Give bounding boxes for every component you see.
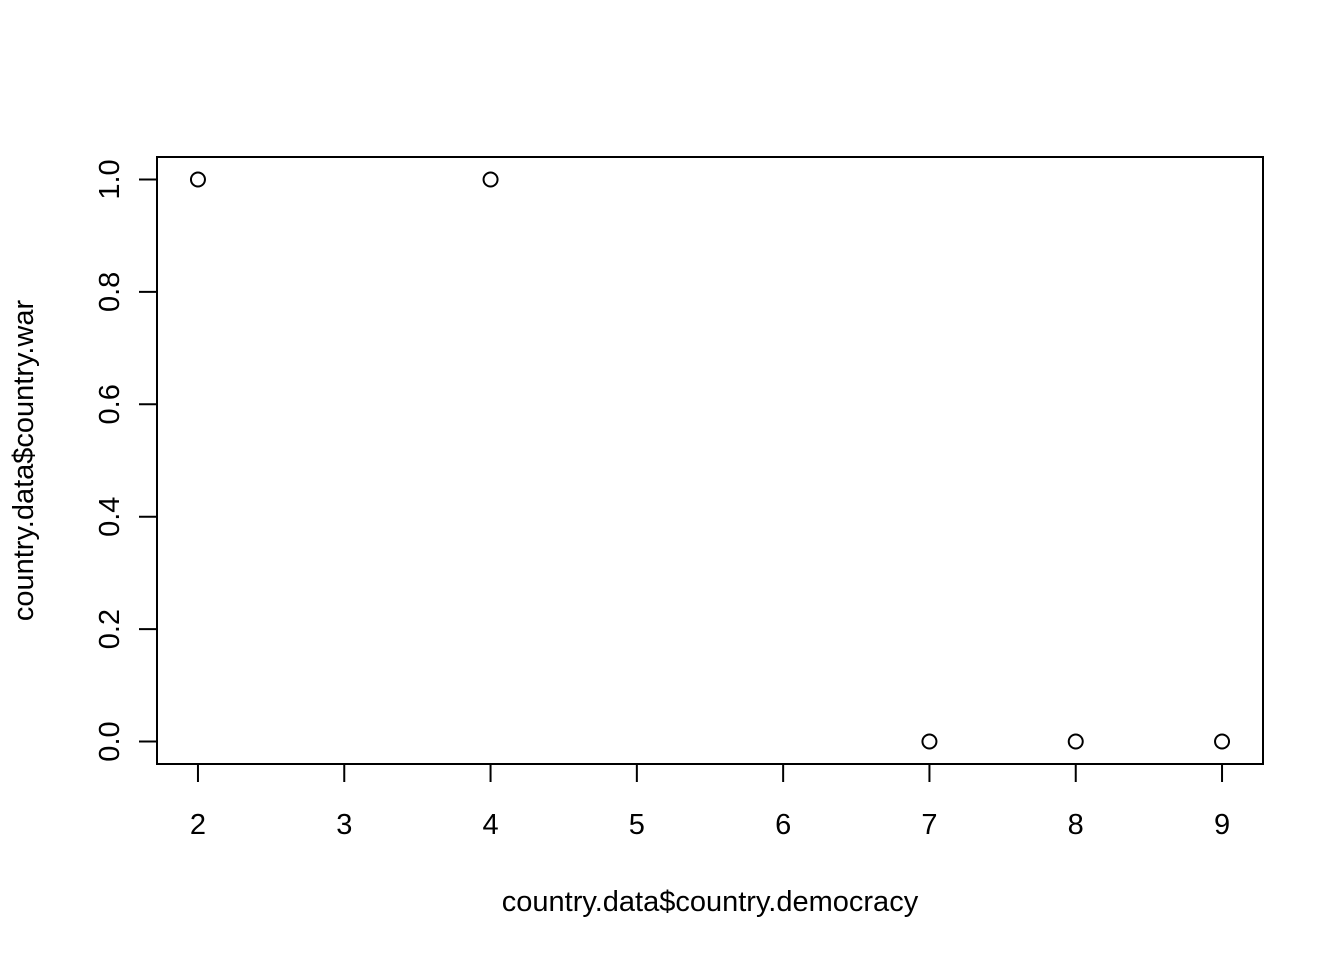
x-tick-label: 8 xyxy=(1068,809,1084,841)
x-tick-label: 6 xyxy=(775,809,791,841)
y-tick-label: 0.6 xyxy=(94,384,126,424)
y-tick-label: 0.4 xyxy=(94,497,126,537)
y-axis: 0.0 0.2 0.4 0.6 0.8 1.0 xyxy=(94,159,158,762)
data-point xyxy=(1067,733,1084,750)
data-point xyxy=(921,733,938,750)
y-tick-label: 0.2 xyxy=(94,609,126,649)
y-tick-label: 0.0 xyxy=(94,721,126,761)
x-tick-label: 7 xyxy=(921,809,937,841)
data-point xyxy=(1214,733,1231,750)
y-axis-title: country.data$country.war xyxy=(8,300,40,622)
y-tick-label: 1.0 xyxy=(94,159,126,199)
x-tick-label: 9 xyxy=(1214,809,1230,841)
x-axis-title: country.data$country.democracy xyxy=(502,886,919,918)
x-tick-label: 3 xyxy=(336,809,352,841)
x-axis: 2 3 4 5 6 7 8 9 xyxy=(190,763,1230,841)
data-point xyxy=(189,171,206,188)
x-tick-label: 4 xyxy=(482,809,498,841)
x-tick-label: 5 xyxy=(629,809,645,841)
x-tick-label: 2 xyxy=(190,809,206,841)
data-points xyxy=(189,171,1231,750)
data-point xyxy=(482,171,499,188)
plot-frame xyxy=(156,156,1264,765)
y-tick-label: 0.8 xyxy=(94,272,126,312)
